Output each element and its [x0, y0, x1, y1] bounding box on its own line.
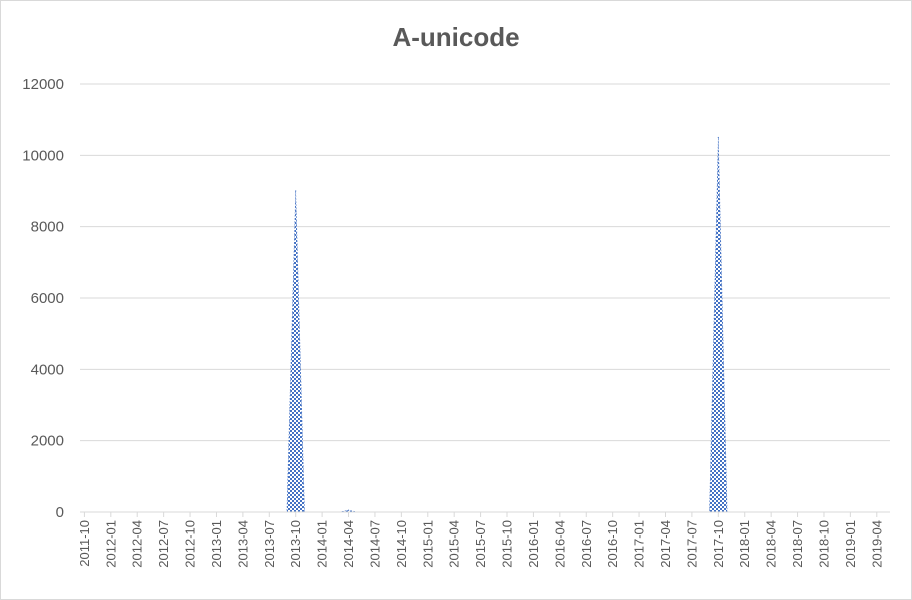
x-tick-label: 2014-10 — [394, 520, 409, 568]
x-tick-label: 2011-10 — [77, 520, 92, 567]
x-tick-label: 2012-04 — [130, 520, 145, 568]
x-tick-label: 2017-07 — [684, 520, 699, 568]
y-tick-label: 2000 — [31, 433, 64, 450]
y-axis-ticks: 0 2000 4000 6000 8000 10000 12000 — [22, 76, 64, 521]
x-tick-label: 2012-01 — [103, 520, 118, 568]
x-tick-label: 2012-07 — [156, 520, 171, 568]
x-tick-label: 2015-10 — [500, 520, 515, 568]
x-tick-label: 2017-04 — [658, 520, 673, 568]
series-area — [84, 137, 886, 513]
y-tick-label: 8000 — [31, 219, 64, 236]
x-tick-label: 2016-01 — [526, 520, 541, 568]
y-tick-label: 12000 — [22, 76, 64, 93]
x-axis-ticks: 2011-10 2012-01 2012-04 2012-07 2012-10 2013-… — [77, 512, 884, 568]
x-tick-label: 2013-01 — [209, 520, 224, 568]
x-tick-label: 2016-10 — [605, 520, 620, 568]
x-tick-label: 2019-04 — [869, 520, 884, 568]
data-point — [717, 136, 719, 139]
x-tick-label: 2014-04 — [341, 520, 356, 568]
y-tick-label: 4000 — [31, 361, 64, 378]
x-tick-label: 2018-01 — [737, 520, 752, 568]
x-tick-label: 2015-01 — [420, 520, 435, 568]
x-tick-label: 2014-01 — [315, 520, 330, 568]
x-tick-label: 2016-04 — [552, 520, 567, 568]
x-tick-label: 2017-01 — [632, 520, 647, 568]
x-tick-label: 2015-04 — [447, 520, 462, 568]
series-layer — [84, 136, 886, 513]
y-tick-label: 6000 — [31, 290, 64, 307]
x-tick-label: 2012-10 — [183, 520, 198, 568]
x-tick-label: 2017-10 — [711, 520, 726, 568]
x-tick-label: 2014-07 — [367, 520, 382, 568]
x-tick-label: 2018-10 — [816, 520, 831, 568]
x-tick-label: 2018-04 — [764, 520, 779, 568]
x-tick-label: 2016-07 — [579, 520, 594, 568]
x-tick-label: 2013-04 — [235, 520, 250, 568]
y-tick-label: 0 — [56, 504, 64, 521]
x-tick-label: 2013-10 — [288, 520, 303, 568]
data-point — [347, 509, 350, 511]
x-tick-label: 2015-07 — [473, 520, 488, 568]
gridlines — [80, 83, 890, 442]
x-tick-label: 2019-01 — [843, 520, 858, 568]
x-tick-label: 2018-07 — [790, 520, 805, 568]
x-tick-label: 2013-07 — [262, 520, 277, 568]
y-tick-label: 10000 — [22, 147, 64, 164]
chart-title: A-unicode — [392, 22, 520, 52]
data-point — [295, 190, 297, 192]
